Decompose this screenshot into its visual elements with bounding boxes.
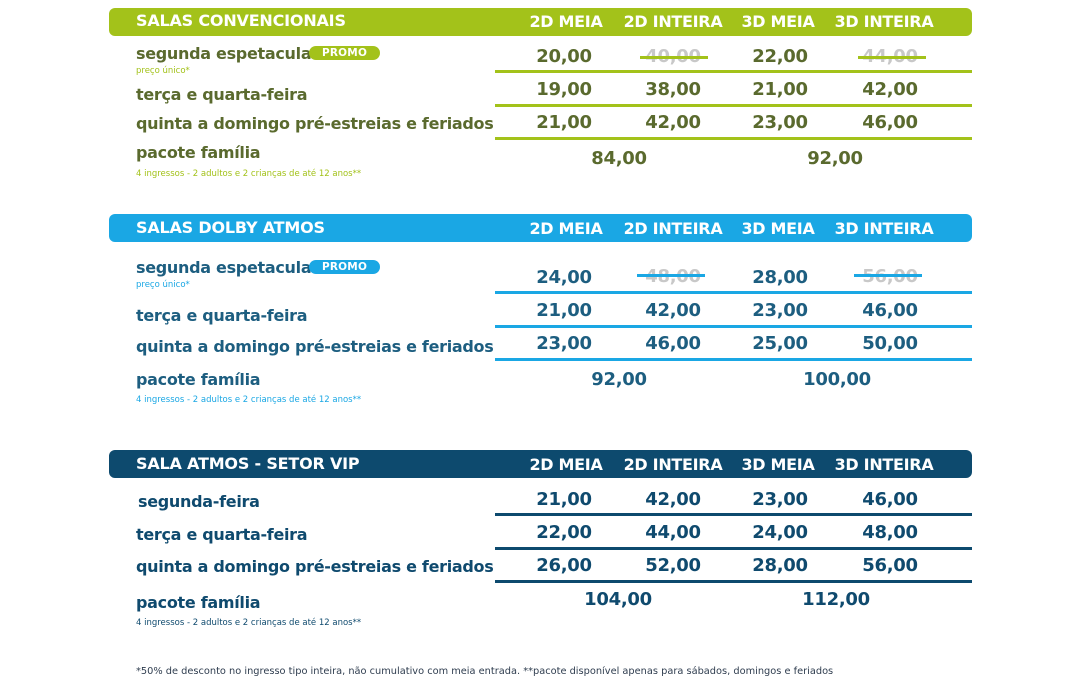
family-price-3d: 100,00 — [803, 369, 871, 390]
price-2d-meia: 20,00 — [536, 46, 592, 67]
price-3d-meia: 22,00 — [752, 46, 808, 67]
family-note: 4 ingressos - 2 adultos e 2 crianças de … — [136, 169, 362, 179]
column-header-3d-inteira: 3D INTEIRA — [834, 12, 934, 31]
row-label: segunda espetacular — [136, 258, 319, 277]
price-2d-inteira: 42,00 — [645, 112, 701, 133]
price-3d-inteira: 56,00 — [862, 555, 918, 576]
price-2d-meia: 24,00 — [536, 267, 592, 288]
family-price-3d: 92,00 — [807, 148, 863, 169]
price-3d-meia: 25,00 — [752, 333, 808, 354]
promo-badge: PROMO — [309, 46, 381, 60]
row-label: segunda espetacular — [136, 44, 319, 63]
price-2d-meia: 19,00 — [536, 79, 592, 100]
price-2d-inteira: 52,00 — [645, 555, 701, 576]
price-2d-meia: 26,00 — [536, 555, 592, 576]
row-note: preço único* — [136, 280, 190, 290]
row-label: quinta a domingo pré-estreias e feriados — [136, 114, 494, 133]
price-3d-meia: 23,00 — [752, 112, 808, 133]
column-header-2d-meia: 2D MEIA — [529, 455, 603, 474]
row-label: quinta a domingo pré-estreias e feriados — [136, 337, 494, 356]
price-3d-meia: 28,00 — [752, 267, 808, 288]
family-price-2d: 104,00 — [584, 589, 652, 610]
row-divider — [495, 70, 972, 73]
row-divider — [495, 137, 972, 140]
price-3d-inteira: 48,00 — [862, 522, 918, 543]
row-label: terça e quarta-feira — [136, 85, 308, 104]
price-2d-meia: 22,00 — [536, 522, 592, 543]
family-price-3d: 112,00 — [802, 589, 870, 610]
price-3d-inteira: 46,00 — [862, 300, 918, 321]
row-label: terça e quarta-feira — [136, 525, 308, 544]
price-2d-inteira: 44,00 — [645, 522, 701, 543]
price-3d-inteira: 46,00 — [862, 489, 918, 510]
row-divider — [495, 513, 972, 516]
section-header-dolby — [109, 214, 972, 242]
price-3d-meia: 21,00 — [752, 79, 808, 100]
section-header-vip — [109, 450, 972, 478]
column-header-2d-inteira: 2D INTEIRA — [623, 12, 723, 31]
row-note: preço único* — [136, 66, 190, 76]
price-3d-meia: 28,00 — [752, 555, 808, 576]
column-header-3d-meia: 3D MEIA — [741, 455, 815, 474]
family-label: pacote família — [136, 143, 261, 162]
row-divider — [495, 325, 972, 328]
strikethrough — [854, 274, 922, 277]
family-note: 4 ingressos - 2 adultos e 2 crianças de … — [136, 395, 362, 405]
price-2d-meia: 21,00 — [536, 112, 592, 133]
price-3d-meia: 23,00 — [752, 300, 808, 321]
price-2d-inteira: 42,00 — [645, 300, 701, 321]
section-title: SALAS DOLBY ATMOS — [136, 218, 325, 237]
row-label: quinta a domingo pré-estreias e feriados — [136, 557, 494, 576]
section-title: SALA ATMOS - SETOR VIP — [136, 454, 360, 473]
price-3d-meia: 23,00 — [752, 489, 808, 510]
row-divider — [495, 547, 972, 550]
price-2d-inteira: 42,00 — [645, 489, 701, 510]
family-note: 4 ingressos - 2 adultos e 2 crianças de … — [136, 618, 362, 628]
section-title: SALAS CONVENCIONAIS — [136, 11, 346, 30]
family-label: pacote família — [136, 593, 261, 612]
column-header-2d-inteira: 2D INTEIRA — [623, 219, 723, 238]
column-header-2d-meia: 2D MEIA — [529, 12, 603, 31]
row-label: terça e quarta-feira — [136, 306, 308, 325]
column-header-3d-inteira: 3D INTEIRA — [834, 219, 934, 238]
row-divider — [495, 358, 972, 361]
row-divider — [495, 104, 972, 107]
family-price-2d: 92,00 — [591, 369, 647, 390]
footnote: *50% de desconto no ingresso tipo inteir… — [136, 666, 834, 677]
column-header-3d-meia: 3D MEIA — [741, 12, 815, 31]
row-divider — [495, 580, 972, 583]
row-label: segunda-feira — [138, 492, 260, 511]
price-2d-meia: 23,00 — [536, 333, 592, 354]
column-header-2d-meia: 2D MEIA — [529, 219, 603, 238]
price-3d-inteira: 42,00 — [862, 79, 918, 100]
row-divider — [495, 291, 972, 294]
price-2d-inteira: 46,00 — [645, 333, 701, 354]
column-header-3d-inteira: 3D INTEIRA — [834, 455, 934, 474]
family-label: pacote família — [136, 370, 261, 389]
family-price-2d: 84,00 — [591, 148, 647, 169]
price-2d-meia: 21,00 — [536, 489, 592, 510]
price-3d-meia: 24,00 — [752, 522, 808, 543]
strikethrough — [858, 56, 926, 59]
column-header-2d-inteira: 2D INTEIRA — [623, 455, 723, 474]
price-2d-inteira: 38,00 — [645, 79, 701, 100]
column-header-3d-meia: 3D MEIA — [741, 219, 815, 238]
strikethrough — [640, 56, 708, 59]
section-header-convencionais — [109, 8, 972, 36]
price-2d-meia: 21,00 — [536, 300, 592, 321]
price-3d-inteira: 50,00 — [862, 333, 918, 354]
promo-badge: PROMO — [309, 260, 381, 274]
price-3d-inteira: 46,00 — [862, 112, 918, 133]
strikethrough — [637, 274, 705, 277]
